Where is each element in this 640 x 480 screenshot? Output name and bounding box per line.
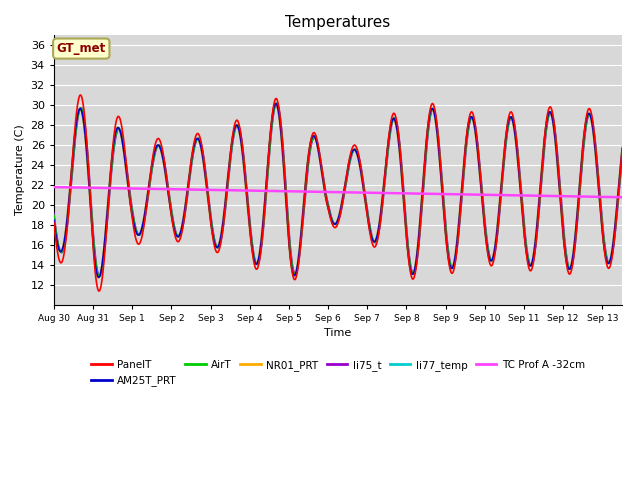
li77_temp (568, 255, 576, 261)
li77_temp (95, 275, 102, 280)
NR01_PRT (516, 193, 524, 199)
X-axis label: Time: Time (324, 328, 351, 338)
PanelT (568, 263, 576, 268)
li75_t (96, 273, 104, 279)
Line: li77_temp: li77_temp (54, 104, 640, 277)
PanelT (182, 207, 189, 213)
Line: TC Prof A -32cm: TC Prof A -32cm (54, 187, 640, 198)
TC Prof A -32cm (50, 184, 58, 190)
AM25T_PRT (181, 206, 189, 212)
AirT (273, 100, 280, 106)
li77_temp (637, 224, 640, 229)
PanelT (50, 219, 58, 225)
AirT (637, 216, 640, 222)
li75_t (568, 261, 576, 267)
TC Prof A -32cm (166, 186, 174, 192)
TC Prof A -32cm (568, 193, 575, 199)
PanelT (637, 222, 640, 228)
li77_temp (272, 101, 280, 107)
NR01_PRT (440, 213, 447, 219)
TC Prof A -32cm (637, 195, 640, 201)
PanelT (516, 186, 524, 192)
li75_t (50, 210, 58, 216)
li75_t (273, 100, 280, 106)
AirT (167, 203, 175, 208)
AM25T_PRT (95, 275, 102, 280)
Title: Temperatures: Temperatures (285, 15, 390, 30)
AM25T_PRT (568, 256, 576, 262)
li75_t (516, 179, 524, 185)
AM25T_PRT (167, 207, 175, 213)
li77_temp (50, 218, 58, 224)
AirT (50, 212, 58, 218)
NR01_PRT (568, 254, 576, 260)
li77_temp (440, 212, 447, 217)
NR01_PRT (637, 225, 640, 230)
AirT (247, 228, 255, 234)
Line: AirT: AirT (54, 103, 640, 276)
Line: li75_t: li75_t (54, 103, 640, 276)
NR01_PRT (50, 219, 58, 225)
Line: NR01_PRT: NR01_PRT (54, 104, 640, 278)
li77_temp (167, 208, 175, 214)
li75_t (167, 201, 175, 207)
TC Prof A -32cm (516, 192, 524, 198)
AirT (568, 260, 576, 265)
Line: AM25T_PRT: AM25T_PRT (54, 104, 640, 277)
AM25T_PRT (637, 222, 640, 228)
TC Prof A -32cm (439, 191, 447, 197)
TC Prof A -32cm (180, 187, 188, 192)
li75_t (247, 226, 255, 232)
PanelT (440, 207, 447, 213)
NR01_PRT (167, 209, 175, 215)
AirT (95, 274, 103, 279)
PanelT (247, 238, 255, 244)
Text: GT_met: GT_met (57, 42, 106, 55)
AM25T_PRT (516, 190, 524, 195)
PanelT (167, 210, 175, 216)
AirT (181, 210, 189, 216)
li77_temp (181, 204, 189, 210)
PanelT (95, 288, 103, 294)
li77_temp (516, 192, 524, 197)
li77_temp (247, 235, 255, 241)
NR01_PRT (95, 275, 102, 281)
PanelT (77, 92, 84, 98)
AM25T_PRT (272, 101, 280, 107)
TC Prof A -32cm (246, 188, 254, 193)
Legend: PanelT, AM25T_PRT, AirT, NR01_PRT, li75_t, li77_temp, TC Prof A -32cm: PanelT, AM25T_PRT, AirT, NR01_PRT, li75_… (87, 356, 589, 390)
AM25T_PRT (50, 217, 58, 223)
NR01_PRT (272, 101, 280, 107)
NR01_PRT (247, 236, 255, 242)
AM25T_PRT (247, 234, 255, 240)
AirT (516, 182, 524, 188)
AM25T_PRT (440, 210, 447, 216)
AirT (440, 202, 447, 208)
Y-axis label: Temperature (C): Temperature (C) (15, 125, 25, 216)
Line: PanelT: PanelT (54, 95, 640, 291)
li75_t (181, 212, 189, 218)
NR01_PRT (181, 204, 189, 210)
li75_t (637, 214, 640, 220)
li75_t (440, 199, 447, 204)
